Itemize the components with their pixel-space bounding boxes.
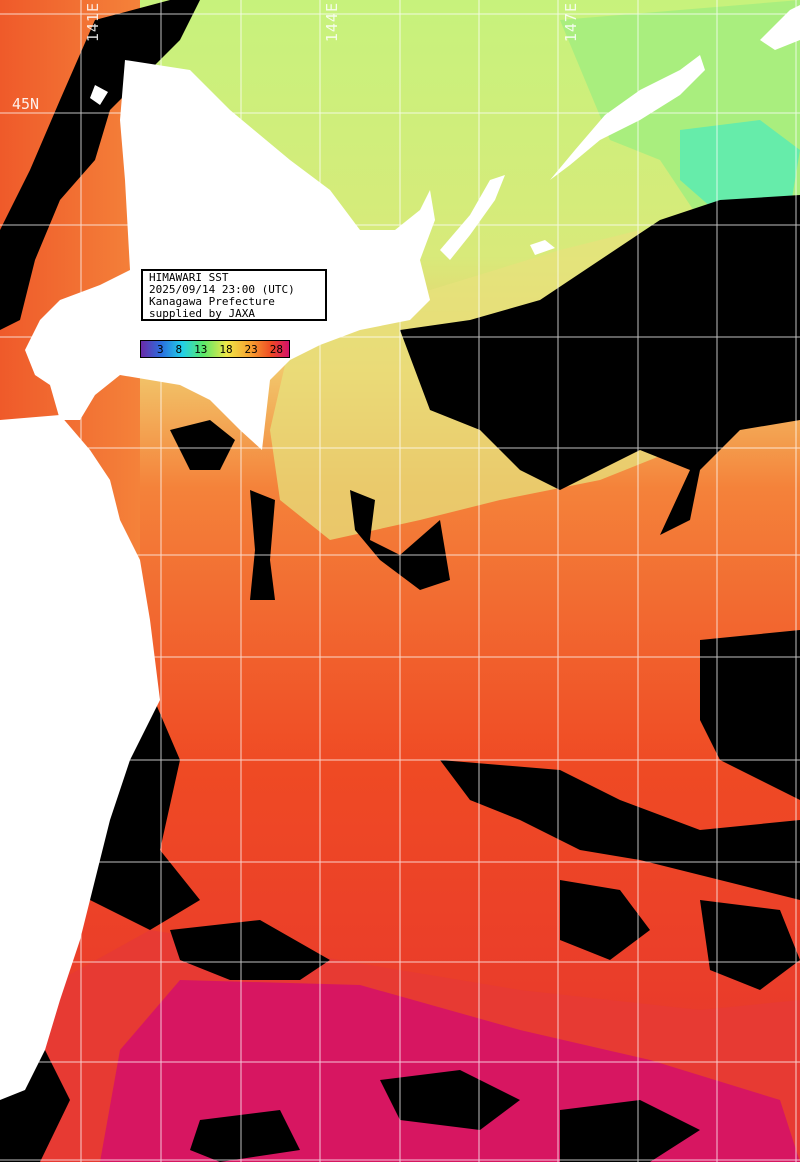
observation-time: 2025/09/14 23:00 (UTC) — [149, 283, 295, 296]
data-supplier: supplied by JAXA — [149, 307, 255, 320]
shikotan-island — [530, 240, 555, 255]
longitude-label-144e: 144E — [323, 2, 341, 43]
longitude-label-141e: 141E — [84, 2, 102, 43]
colorbar-gradient — [141, 341, 289, 357]
colorbar-tick: 18 — [219, 342, 233, 356]
latitude-label-45n: 45N — [12, 95, 40, 113]
kunashir-island — [440, 175, 505, 260]
product-title: HIMAWARI SST — [149, 271, 229, 284]
colorbar-tick: 8 — [175, 342, 183, 356]
sst-colorbar: 3 8 13 18 23 28 — [140, 340, 290, 358]
colorbar-tick: 3 — [156, 342, 164, 356]
info-box: HIMAWARI SST 2025/09/14 23:00 (UTC) Kana… — [141, 269, 327, 321]
cold-water-patch — [680, 120, 800, 215]
urup-island — [760, 5, 800, 50]
longitude-label-147e: 147E — [562, 2, 580, 43]
honshu — [0, 415, 160, 1100]
colorbar-tick: 28 — [269, 342, 283, 356]
colorbar-tick: 13 — [194, 342, 208, 356]
land — [0, 5, 800, 1100]
rishiri-island — [90, 85, 108, 105]
colorbar-tick: 23 — [244, 342, 258, 356]
colorbar-labels: 3 8 13 18 23 28 — [141, 341, 289, 357]
iturup-island — [550, 55, 705, 180]
provider-prefecture: Kanagawa Prefecture — [149, 295, 275, 308]
hokkaido — [25, 60, 435, 450]
